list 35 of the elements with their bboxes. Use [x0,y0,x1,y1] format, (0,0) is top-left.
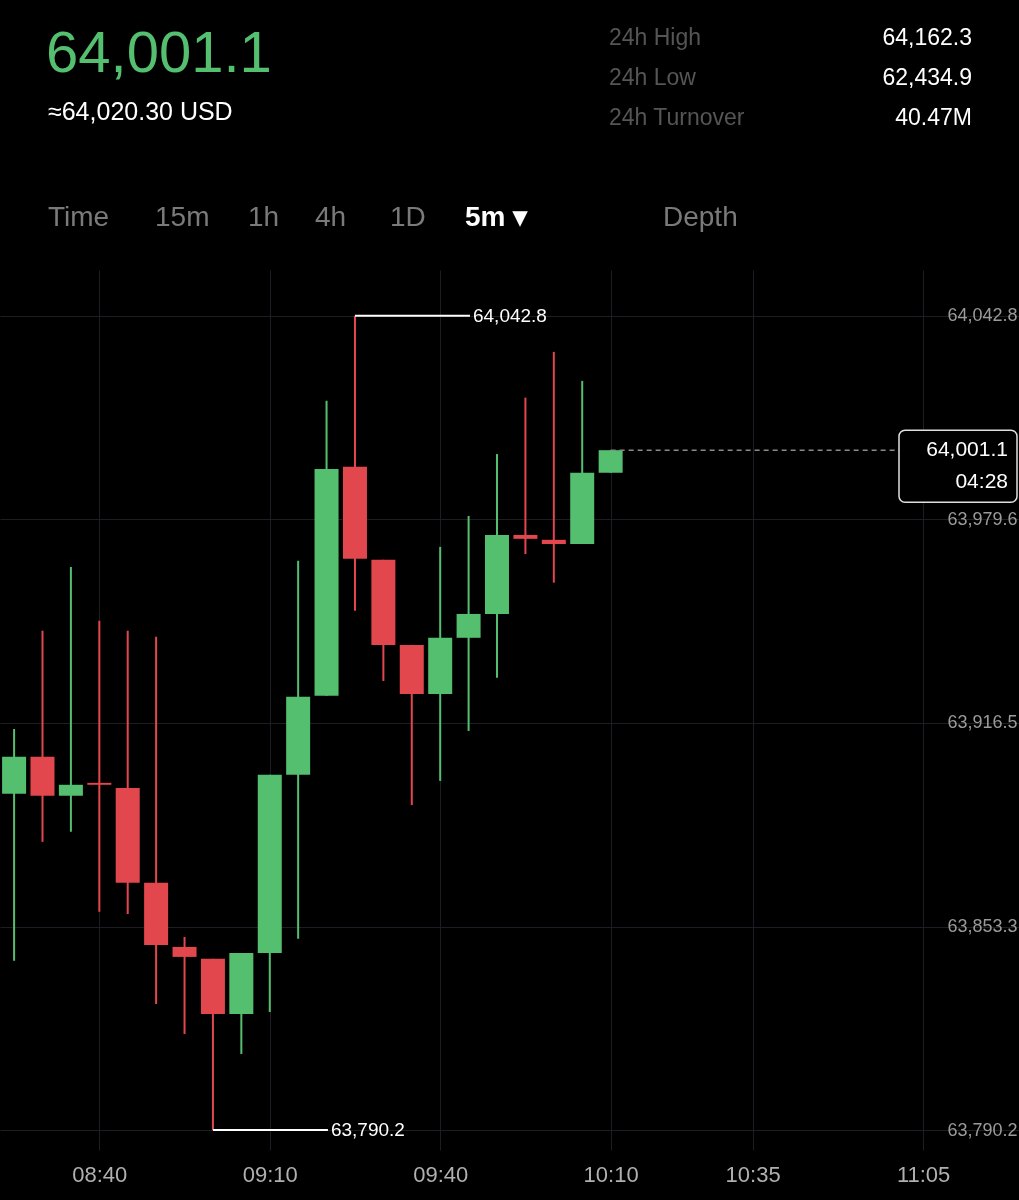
y-tick-label: 63,853.3 [947,916,1018,937]
x-tick-label: 11:05 [896,1161,951,1187]
text: 64,162.3 [882,24,972,50]
y-tick-label: 63,916.5 [947,712,1018,733]
text: Time [48,201,110,232]
candlestick [58,565,83,833]
y-tick-label: 63,979.6 [947,508,1018,529]
candlestick [598,449,623,474]
y-tick-label: 64,042.8 [947,305,1018,326]
text: 1h [248,201,280,232]
x-tick-label: 10:10 [583,1161,639,1187]
text: 15m [155,201,210,232]
candlestick [513,396,538,555]
text: 1D [390,201,426,232]
text: 24h High [609,24,702,50]
annotation: 63,790.2 [330,1119,405,1141]
x-tick-label: 09:40 [413,1161,469,1187]
chart-title: 64,001.1 [46,19,272,84]
annotation: 64,042.8 [472,304,547,326]
y-tick-label: 63,790.2 [947,1119,1018,1140]
text: 40.47M [895,104,972,130]
text: 24h Turnover [609,104,745,130]
candlestick [541,350,566,584]
x-tick-label: 08:40 [72,1161,128,1187]
chart-subtitle: ≈64,020.30 USD [48,97,233,125]
x-tick-label: 09:10 [242,1161,298,1187]
candlestick [172,935,197,1035]
text: 4h [315,201,347,232]
text: 24h Low [609,64,697,90]
candlestick [456,514,481,732]
text: Depth [663,201,738,232]
ref-line-label: 64,001.1 04:28 [926,437,1008,493]
text: 5m ▾ [465,201,529,232]
x-tick-label: 10:35 [725,1161,781,1187]
text: 62,434.9 [882,64,972,90]
